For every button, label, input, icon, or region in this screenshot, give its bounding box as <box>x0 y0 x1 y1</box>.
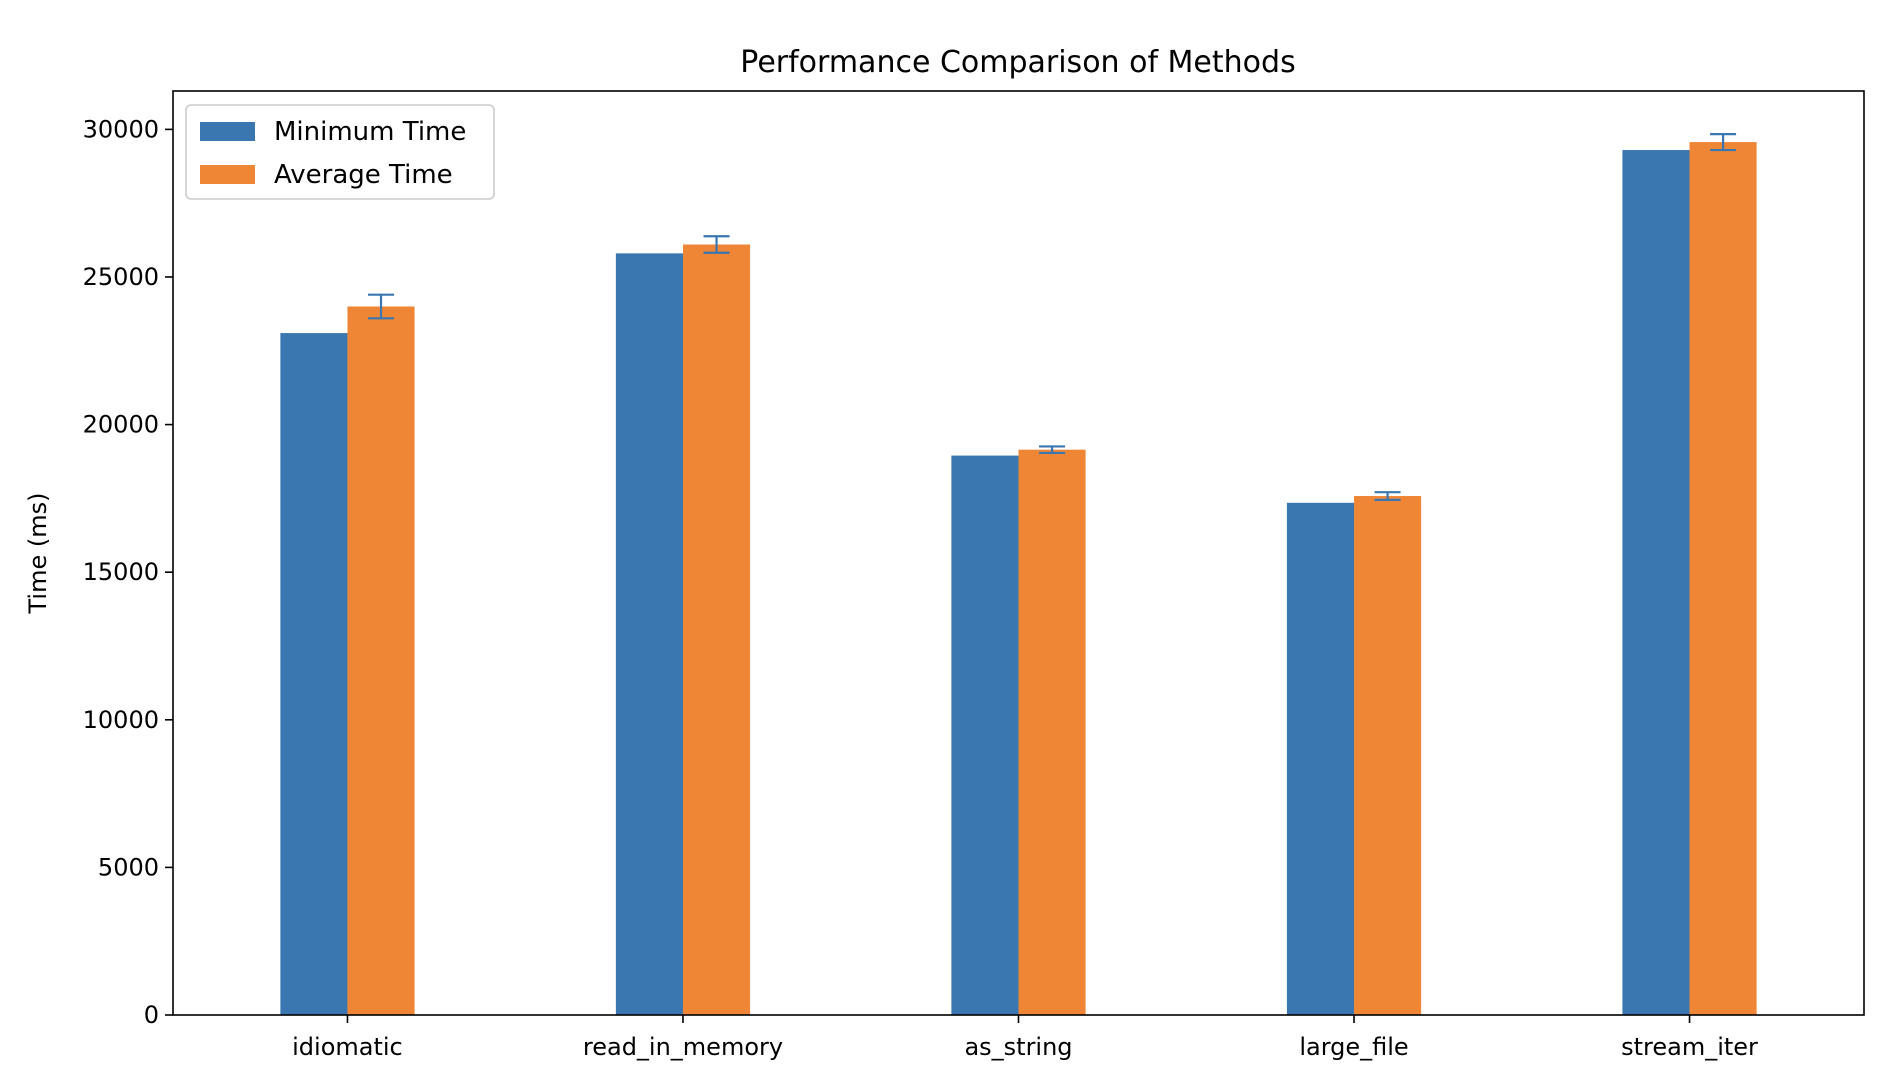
plot-frame <box>172 90 1865 1016</box>
y-tick-label: 20000 <box>83 411 159 439</box>
x-tick-label: as_string <box>964 1033 1072 1061</box>
legend-label: Minimum Time <box>274 117 466 147</box>
y-tick-label: 0 <box>144 1001 159 1029</box>
bar-minimum-time-idiomatic <box>280 333 348 1015</box>
y-axis: 0 5000 10000 15000 20000 25000 30000 <box>83 115 173 1029</box>
y-tick-label: 10000 <box>83 706 159 734</box>
legend-swatch <box>200 122 255 141</box>
x-tick-label: stream_iter <box>1621 1033 1758 1061</box>
error-bars <box>368 133 1737 501</box>
bar-minimum-time-as_string <box>951 455 1019 1015</box>
chart-title: Performance Comparison of Methods <box>740 45 1295 80</box>
legend-box <box>185 104 495 200</box>
legend: Minimum Time Average Time <box>185 104 495 200</box>
bar-minimum-time-stream_iter <box>1622 150 1690 1016</box>
legend-swatch <box>200 165 255 184</box>
bar-minimum-time-read_in_memory <box>615 253 683 1016</box>
x-tick-label: large_file <box>1299 1033 1408 1061</box>
bar-average-time-stream_iter <box>1689 142 1757 1015</box>
x-axis: idiomatic read_in_memory as_string large_fi… <box>292 1015 1758 1061</box>
bar-average-time-idiomatic <box>347 306 415 1015</box>
bar-average-time-as_string <box>1018 449 1086 1015</box>
y-axis-label: Time (ms) <box>24 493 52 615</box>
x-tick-label: idiomatic <box>292 1033 403 1061</box>
y-tick-label: 5000 <box>98 853 159 881</box>
y-tick-label: 25000 <box>83 263 159 291</box>
bar-average-time-read_in_memory <box>682 244 751 1015</box>
y-tick-label: 15000 <box>83 558 159 586</box>
legend-label: Average Time <box>274 160 453 190</box>
x-tick-label: read_in_memory <box>583 1033 783 1061</box>
y-tick-label: 30000 <box>83 115 159 143</box>
bar-minimum-time-large_file <box>1286 502 1355 1015</box>
bars <box>280 142 1757 1016</box>
bar-average-time-large_file <box>1354 496 1422 1016</box>
